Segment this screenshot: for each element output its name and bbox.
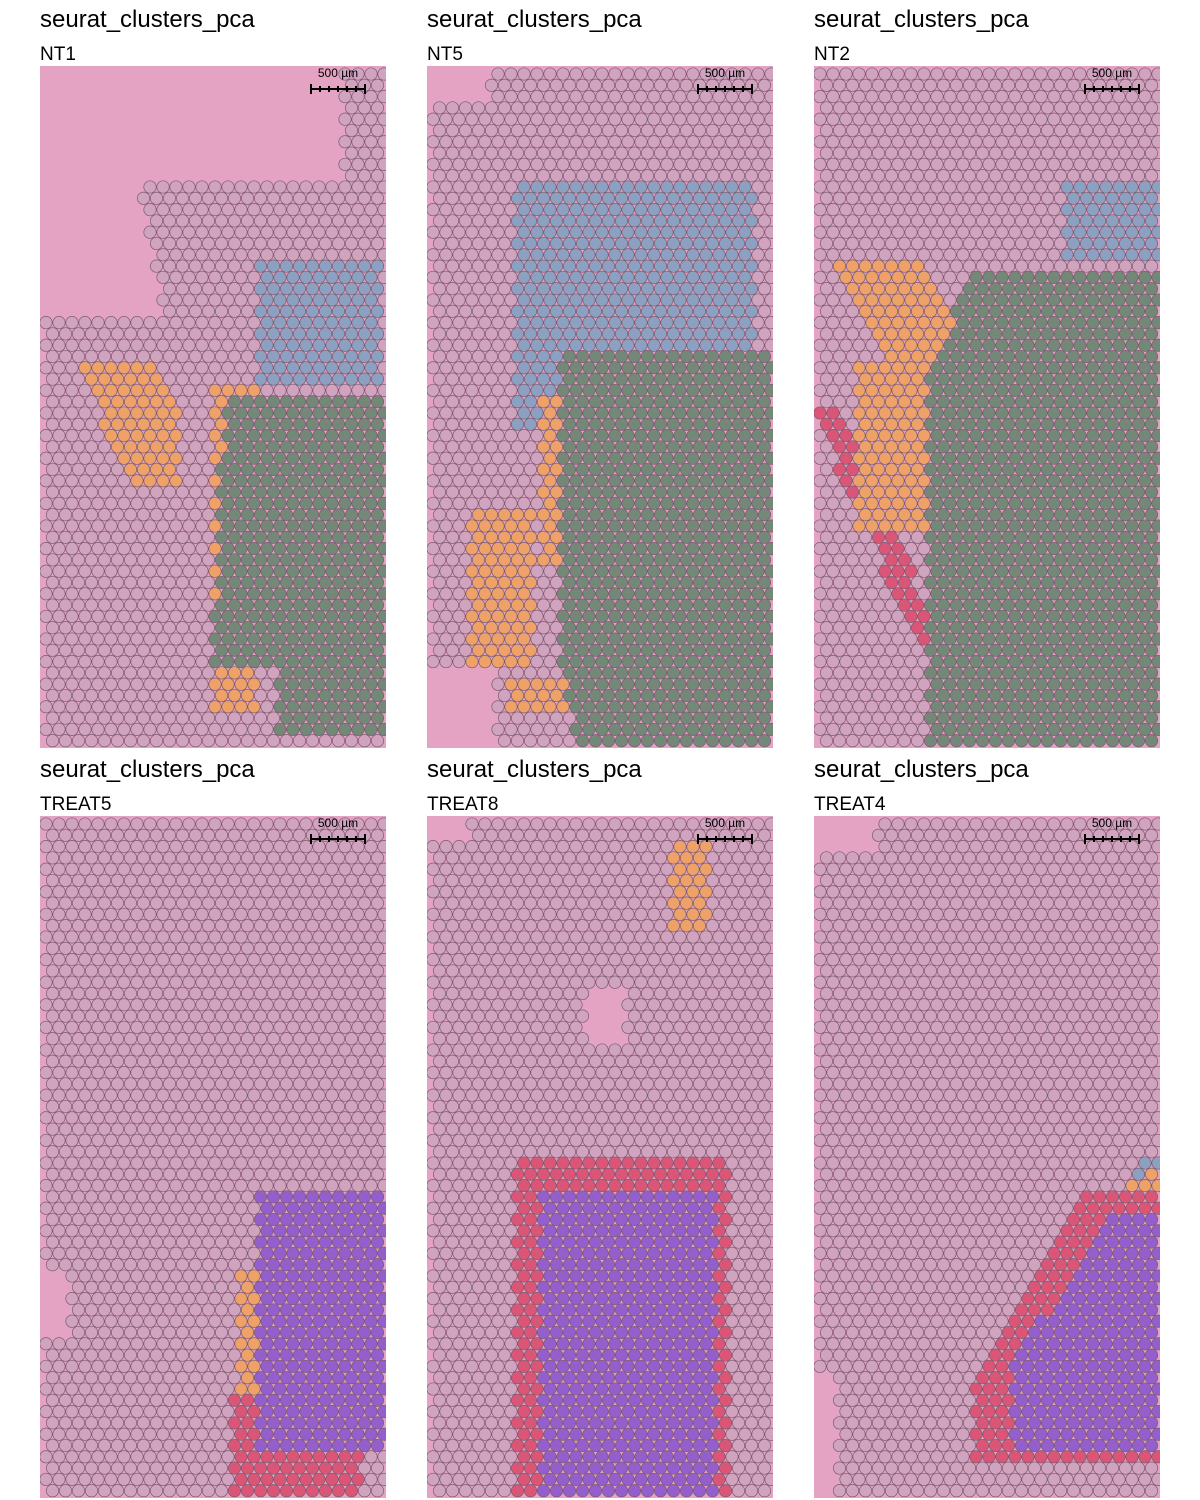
panel-title: seurat_clusters_pca bbox=[40, 756, 255, 783]
panel-title: seurat_clusters_pca bbox=[427, 756, 642, 783]
spot-layer bbox=[40, 66, 386, 748]
panel-title: seurat_clusters_pca bbox=[814, 6, 1029, 33]
tissue-image bbox=[427, 816, 773, 1498]
spot-layer bbox=[427, 816, 773, 1498]
scale-bar-label: 500 µm bbox=[317, 66, 359, 80]
tissue-image bbox=[427, 66, 773, 748]
scale-bar: 500 µm bbox=[1082, 66, 1142, 96]
spot-layer bbox=[40, 816, 386, 1498]
panel-title: seurat_clusters_pca bbox=[427, 6, 642, 33]
scale-bar: 500 µm bbox=[695, 816, 755, 846]
spot-layer bbox=[427, 66, 773, 748]
panel-sample-label: TREAT5 bbox=[40, 794, 112, 815]
spot-layer bbox=[814, 816, 1160, 1498]
panel-sample-label: NT1 bbox=[40, 44, 76, 65]
scale-bar-label: 500 µm bbox=[704, 66, 746, 80]
tissue-image bbox=[40, 66, 386, 748]
scale-bar-label: 500 µm bbox=[1091, 66, 1133, 80]
scale-bar: 500 µm bbox=[695, 66, 755, 96]
tissue-image bbox=[814, 66, 1160, 748]
scale-bar-label: 500 µm bbox=[704, 816, 746, 830]
tissue-image bbox=[40, 816, 386, 1498]
scale-bar: 500 µm bbox=[308, 816, 368, 846]
panel-sample-label: NT2 bbox=[814, 44, 850, 65]
panel-sample-label: NT5 bbox=[427, 44, 463, 65]
tissue-image bbox=[814, 816, 1160, 1498]
panel-sample-label: TREAT8 bbox=[427, 794, 499, 815]
panel-title: seurat_clusters_pca bbox=[40, 6, 255, 33]
scale-bar: 500 µm bbox=[1082, 816, 1142, 846]
scale-bar-label: 500 µm bbox=[1091, 816, 1133, 830]
scale-bar-label: 500 µm bbox=[317, 816, 359, 830]
panel-title: seurat_clusters_pca bbox=[814, 756, 1029, 783]
panel-sample-label: TREAT4 bbox=[814, 794, 886, 815]
scale-bar: 500 µm bbox=[308, 66, 368, 96]
spot-layer bbox=[814, 66, 1160, 748]
